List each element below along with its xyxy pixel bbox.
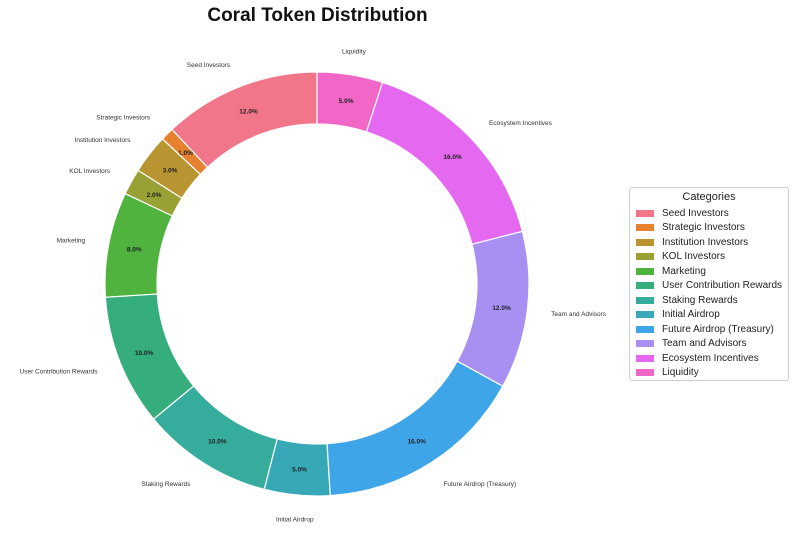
slice-category-label: Strategic Investors: [96, 115, 151, 122]
slice-percent-label: 8.0%: [127, 247, 142, 254]
slice-percent-label: 2.0%: [147, 192, 162, 199]
slice-category-label: Marketing: [57, 237, 86, 244]
legend-label: Institution Investors: [662, 236, 749, 248]
slice-category-label: Future Airdrop (Treasury): [443, 481, 516, 488]
slice-future-airdrop-treasury: [326, 360, 504, 497]
slice-percent-label: 10.0%: [135, 350, 154, 357]
slice-percent-label: 5.0%: [292, 467, 307, 474]
legend-item: Seed Investors: [636, 206, 788, 221]
chart-title: Coral Token Distribution: [207, 5, 428, 26]
legend-item: Institution Investors: [636, 235, 788, 250]
legend-swatch: [636, 311, 654, 319]
donut-chart: 12.0% Seed Investors 1.0% Strategic Investo…: [20, 48, 607, 523]
legend-label: Initial Airdrop: [662, 309, 720, 321]
legend-item: Initial Airdrop: [636, 308, 788, 323]
slice-percent-label: 16.0%: [407, 439, 426, 446]
slice-category-label: Seed Investors: [187, 62, 231, 69]
slice-category-label: Ecosystem Incentives: [489, 120, 553, 127]
slice-liquidity: [316, 71, 384, 133]
slice-ecosystem-incentives: [365, 81, 524, 245]
legend-label: Strategic Investors: [662, 222, 745, 234]
legend-swatch: [636, 267, 654, 275]
slice-category-label: KOL Investors: [69, 168, 111, 175]
legend-label: Seed Investors: [662, 207, 729, 219]
legend-item: Future Airdrop (Treasury): [636, 322, 788, 337]
slice-category-label: User Contribution Rewards: [20, 368, 99, 375]
slice-category-label: Liquidity: [342, 48, 367, 55]
legend-label: Team and Advisors: [662, 338, 747, 350]
legend-label: Ecosystem Incentives: [662, 352, 759, 364]
slice-percent-label: 12.0%: [492, 305, 511, 312]
legend-title: Categories: [682, 191, 736, 203]
slice-percent-label: 5.0%: [339, 98, 354, 105]
legend-swatch: [636, 253, 654, 261]
legend-swatch: [636, 282, 654, 290]
slice-category-label: Team and Advisors: [551, 311, 607, 318]
legend-label: Staking Rewards: [662, 294, 738, 306]
legend-swatch: [636, 340, 654, 348]
slice-percent-label: 12.0%: [239, 109, 258, 116]
legend-item: Strategic Investors: [636, 221, 788, 236]
legend-item: Marketing: [636, 264, 788, 279]
slice-category-label: Institution Investors: [75, 137, 132, 144]
legend-swatch: [636, 369, 654, 377]
slice-category-label: Initial Airdrop: [276, 516, 314, 523]
legend-swatch: [636, 209, 654, 217]
legend-label: Future Airdrop (Treasury): [662, 323, 774, 335]
slice-percent-label: 10.0%: [208, 439, 227, 446]
slice-percent-label: 3.0%: [163, 167, 178, 174]
legend-item: User Contribution Rewards: [636, 279, 788, 294]
legend-label: KOL Investors: [662, 251, 725, 263]
legend-item: KOL Investors: [636, 250, 788, 265]
legend-label: User Contribution Rewards: [662, 280, 783, 292]
legend-label: Marketing: [662, 265, 706, 277]
legend-item: Ecosystem Incentives: [636, 351, 788, 366]
legend-swatch: [636, 325, 654, 333]
legend-swatch: [636, 224, 654, 232]
legend-item: Staking Rewards: [636, 293, 788, 308]
slice-category-label: Staking Rewards: [141, 481, 191, 488]
legend-swatch: [636, 296, 654, 304]
chart-legend: Categories Seed Investors Strategic Inves…: [629, 187, 789, 381]
legend-label: Liquidity: [662, 367, 699, 379]
legend-swatch: [636, 238, 654, 246]
legend-swatch: [636, 354, 654, 362]
legend-item: Liquidity: [636, 366, 788, 381]
slice-percent-label: 1.0%: [178, 150, 193, 157]
legend-item: Team and Advisors: [636, 337, 788, 352]
slice-percent-label: 16.0%: [443, 154, 462, 161]
